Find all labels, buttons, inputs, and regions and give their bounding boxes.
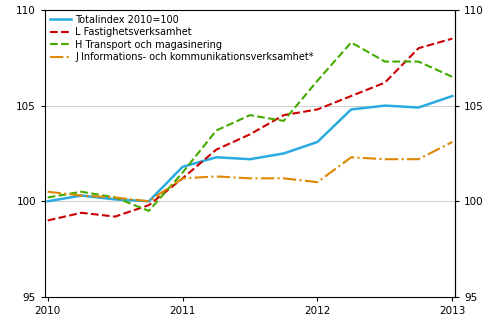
J Informations- och kommunikationsverksamhet* <box>146 199 152 203</box>
H Transport och magasinering <box>78 190 84 194</box>
Totalindex 2010=100 <box>146 199 152 203</box>
Line: J Informations- och kommunikationsverksamhet*: J Informations- och kommunikationsverksa… <box>48 142 452 201</box>
J Informations- och kommunikationsverksamhet* <box>78 194 84 198</box>
H Transport och magasinering <box>348 41 354 45</box>
L Fastighetsverksamhet <box>416 46 422 50</box>
Totalindex 2010=100 <box>247 157 253 161</box>
Totalindex 2010=100 <box>78 194 84 198</box>
H Transport och magasinering <box>214 128 220 132</box>
J Informations- och kommunikationsverksamhet* <box>382 157 388 161</box>
L Fastighetsverksamhet <box>78 211 84 215</box>
Totalindex 2010=100 <box>450 94 456 98</box>
J Informations- och kommunikationsverksamhet* <box>314 180 320 184</box>
H Transport och magasinering <box>146 209 152 213</box>
Totalindex 2010=100 <box>280 151 286 155</box>
J Informations- och kommunikationsverksamhet* <box>450 140 456 144</box>
Totalindex 2010=100 <box>180 165 186 169</box>
L Fastighetsverksamhet <box>146 203 152 207</box>
Totalindex 2010=100 <box>214 155 220 159</box>
L Fastighetsverksamhet <box>450 37 456 41</box>
J Informations- och kommunikationsverksamhet* <box>348 155 354 159</box>
J Informations- och kommunikationsverksamhet* <box>214 175 220 179</box>
Totalindex 2010=100 <box>416 106 422 110</box>
H Transport och magasinering <box>382 60 388 64</box>
L Fastighetsverksamhet <box>280 113 286 117</box>
Line: Totalindex 2010=100: Totalindex 2010=100 <box>48 96 452 201</box>
J Informations- och kommunikationsverksamhet* <box>280 176 286 180</box>
Legend: Totalindex 2010=100, L Fastighetsverksamhet, H Transport och magasinering, J Inf: Totalindex 2010=100, L Fastighetsverksam… <box>48 13 316 64</box>
L Fastighetsverksamhet <box>348 94 354 98</box>
L Fastighetsverksamhet <box>180 176 186 180</box>
H Transport och magasinering <box>180 171 186 175</box>
H Transport och magasinering <box>450 75 456 79</box>
Line: H Transport och magasinering: H Transport och magasinering <box>48 43 452 211</box>
J Informations- och kommunikationsverksamhet* <box>416 157 422 161</box>
Totalindex 2010=100 <box>314 140 320 144</box>
L Fastighetsverksamhet <box>314 108 320 112</box>
H Transport och magasinering <box>416 60 422 64</box>
L Fastighetsverksamhet <box>247 132 253 136</box>
J Informations- och kommunikationsverksamhet* <box>247 176 253 180</box>
Totalindex 2010=100 <box>348 108 354 112</box>
L Fastighetsverksamhet <box>112 214 118 218</box>
Line: L Fastighetsverksamhet: L Fastighetsverksamhet <box>48 39 452 220</box>
L Fastighetsverksamhet <box>382 81 388 84</box>
H Transport och magasinering <box>314 79 320 83</box>
Totalindex 2010=100 <box>382 104 388 108</box>
L Fastighetsverksamhet <box>214 148 220 151</box>
J Informations- och kommunikationsverksamhet* <box>112 195 118 199</box>
Totalindex 2010=100 <box>44 199 51 203</box>
H Transport och magasinering <box>280 119 286 123</box>
Totalindex 2010=100 <box>112 197 118 201</box>
J Informations- och kommunikationsverksamhet* <box>180 176 186 180</box>
H Transport och magasinering <box>44 195 51 199</box>
H Transport och magasinering <box>112 195 118 199</box>
L Fastighetsverksamhet <box>44 218 51 222</box>
J Informations- och kommunikationsverksamhet* <box>44 190 51 194</box>
H Transport och magasinering <box>247 113 253 117</box>
